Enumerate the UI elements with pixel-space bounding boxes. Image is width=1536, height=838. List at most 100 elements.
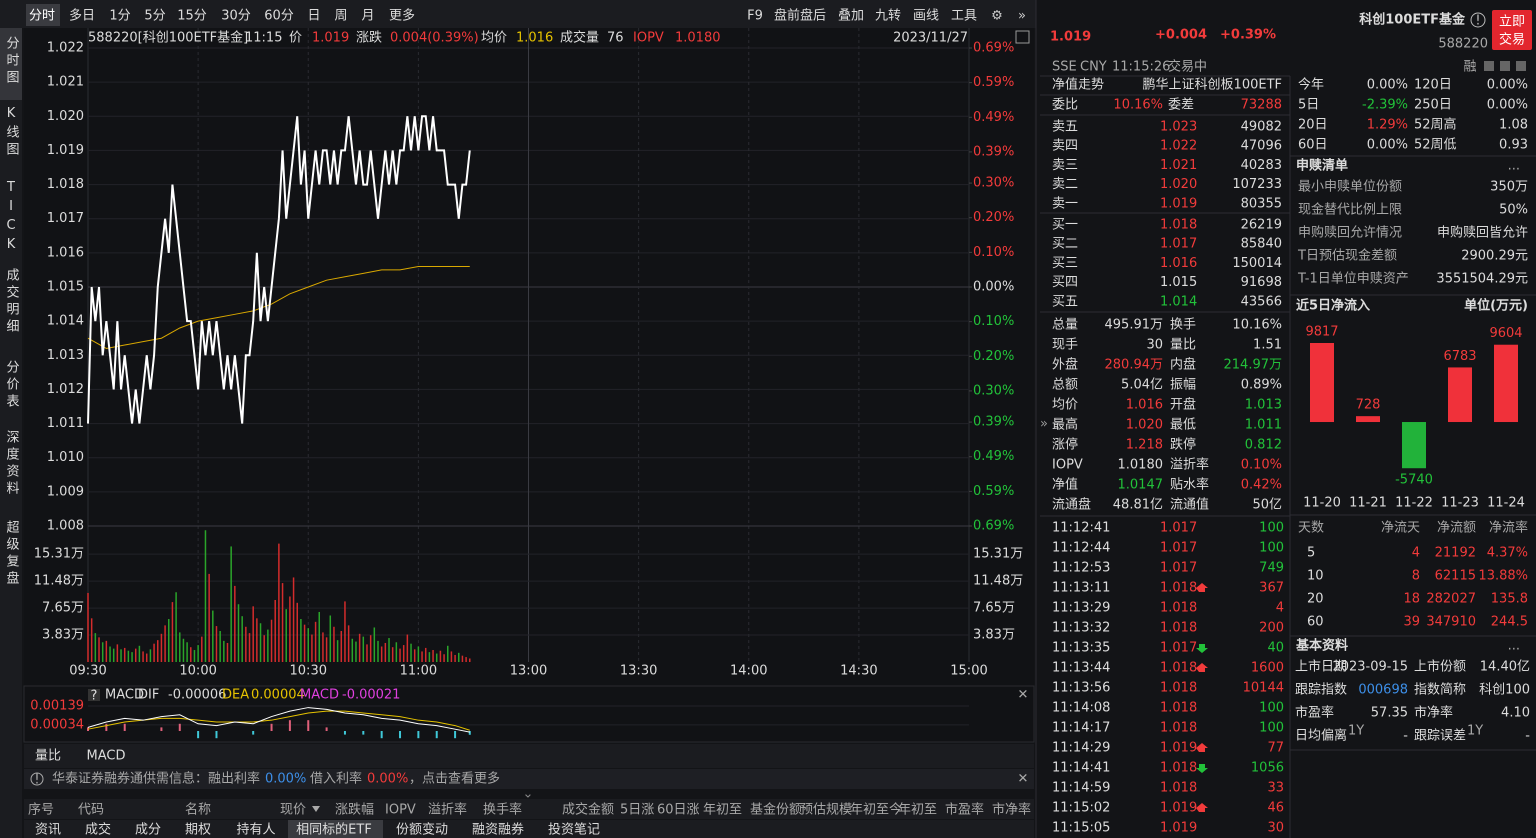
collapse-icon[interactable]: » — [1040, 417, 1048, 432]
y-tick-label: 1.009 — [47, 484, 84, 499]
side-tab[interactable]: 分价表 — [4, 360, 20, 411]
close-icon[interactable]: ✕ — [1018, 772, 1029, 787]
tab[interactable]: 多日 — [69, 8, 95, 24]
tab[interactable]: 5分 — [144, 9, 165, 24]
help-icon[interactable] — [88, 689, 100, 701]
flow-label: 6783 — [1443, 349, 1476, 364]
tab[interactable]: 15分 — [177, 9, 207, 24]
dea-line — [87, 710, 470, 731]
book-price: 1.020 — [1160, 177, 1197, 192]
bottom-tab[interactable]: 融资融券 — [472, 822, 524, 838]
tab[interactable]: 30分 — [221, 9, 251, 24]
side-tab[interactable]: 分时图 — [4, 36, 20, 87]
tool[interactable]: F9 — [747, 9, 763, 24]
side-tab[interactable]: 成交明细 — [4, 268, 20, 336]
bottom-tab[interactable]: 期权 — [185, 822, 211, 838]
trade-price: 1.018 — [1160, 781, 1197, 796]
stat-value: 48.81亿 — [1113, 498, 1163, 513]
stat-value: 30 — [1146, 338, 1163, 353]
arrow-down — [1196, 764, 1208, 773]
side-tab[interactable]: TICK — [4, 180, 19, 256]
tool[interactable]: 工具 — [951, 9, 977, 24]
icon[interactable] — [1484, 61, 1494, 71]
bottom-tab[interactable]: 份额变动 — [396, 822, 448, 838]
perf-label: 52周低 — [1414, 138, 1457, 153]
stat-label: 开盘 — [1170, 397, 1196, 413]
header-text: 成交量 — [560, 30, 599, 46]
notice-icon — [30, 772, 44, 786]
indicator-tab[interactable]: MACD — [87, 749, 126, 764]
column-header: 预估规模 — [800, 803, 852, 818]
tool[interactable]: 画线 — [913, 9, 939, 24]
arrow-up — [1196, 663, 1208, 672]
side-tab[interactable]: 深度资料 — [4, 430, 20, 498]
fold-icon[interactable]: ⌄ — [523, 787, 534, 802]
fund-code: 588220 — [1438, 37, 1488, 52]
y2-tick-label: 0.20% — [973, 210, 1014, 225]
tool[interactable]: 叠加 — [838, 9, 864, 24]
stat-value: 1.011 — [1245, 418, 1282, 433]
tab[interactable]: 周 — [334, 9, 347, 24]
basic-value: - — [1403, 729, 1408, 744]
sort-icon — [312, 806, 320, 812]
perf-label: 20日 — [1298, 118, 1328, 133]
tab[interactable]: 日 — [307, 9, 320, 24]
bottom-tab[interactable]: 投资笔记 — [548, 822, 600, 838]
flow-cell: 60 — [1307, 615, 1324, 630]
expand-icon[interactable]: » — [1018, 9, 1026, 24]
creation-label: T日预估现金差额 — [1297, 248, 1397, 264]
trade-price: 1.017 — [1160, 561, 1197, 576]
side-tab[interactable]: K线图 — [4, 106, 20, 159]
tab[interactable]: 分时 — [29, 9, 55, 24]
flow-bar — [1402, 422, 1426, 469]
notice-text: 借入利率 — [310, 771, 362, 787]
active-tab — [26, 4, 60, 26]
bottom-tab[interactable]: 成交 — [85, 822, 111, 838]
macd-tick-label: 0.00139 — [30, 698, 84, 713]
tool[interactable]: 盘前盘后 — [774, 8, 826, 24]
tab[interactable]: 60分 — [264, 9, 294, 24]
indicator-tab[interactable]: 量比 — [35, 749, 61, 764]
basic-value: 4.10 — [1501, 706, 1530, 721]
header-text: 11:15 — [245, 31, 282, 46]
macd-header: -0.00006 — [168, 688, 226, 703]
icon[interactable] — [1500, 61, 1510, 71]
close-icon[interactable]: ✕ — [1018, 688, 1029, 703]
notice-bar — [24, 769, 1034, 789]
gear-icon[interactable]: ⚙ — [991, 9, 1003, 24]
trade-button[interactable] — [1492, 10, 1532, 50]
perf-value: 1.08 — [1499, 118, 1528, 133]
macd-header: -0.00021 — [342, 688, 400, 703]
trade-time: 11:13:32 — [1052, 621, 1110, 636]
icon[interactable] — [1516, 61, 1526, 71]
panel-icons — [1484, 61, 1526, 71]
y2-tick-label: 0.49% — [973, 110, 1014, 125]
x-tick-label: 15:00 — [950, 664, 987, 679]
bottom-tab[interactable]: 持有人 — [236, 823, 275, 838]
fund-name: 鹏华上证科创板100ETF — [1143, 78, 1282, 93]
trade-time: 11:15:05 — [1052, 821, 1110, 836]
layout-icon[interactable] — [1015, 30, 1030, 44]
tab[interactable]: 更多 — [389, 8, 415, 24]
book-volume: 26219 — [1241, 218, 1282, 233]
trade-price: 1.017 — [1160, 541, 1197, 556]
bottom-tab[interactable]: 成分 — [135, 823, 161, 838]
trade-price: 1.019 — [1160, 741, 1197, 756]
tab[interactable]: 1分 — [109, 9, 130, 24]
tool[interactable]: 九转 — [875, 9, 901, 24]
trade-time: 11:13:11 — [1052, 581, 1110, 596]
book-price: 1.023 — [1160, 120, 1197, 135]
flow-cell: 4 — [1412, 546, 1420, 561]
stat-label: IOPV — [1052, 458, 1083, 473]
bottom-tab[interactable]: 相同标的ETF — [296, 822, 372, 838]
info-icon[interactable] — [1470, 12, 1486, 28]
trade-price: 1.018 — [1160, 581, 1197, 596]
side-tab[interactable]: 超级复盘 — [4, 520, 20, 588]
last-price: 1.019 — [1050, 30, 1091, 45]
arrow-up — [1196, 743, 1208, 752]
perf-label: 120日 — [1414, 78, 1452, 93]
trade-price: 1.017 — [1160, 641, 1197, 656]
bottom-tab[interactable]: 资讯 — [35, 823, 61, 838]
book-label: 买四 — [1052, 275, 1078, 290]
tab[interactable]: 月 — [361, 9, 374, 24]
